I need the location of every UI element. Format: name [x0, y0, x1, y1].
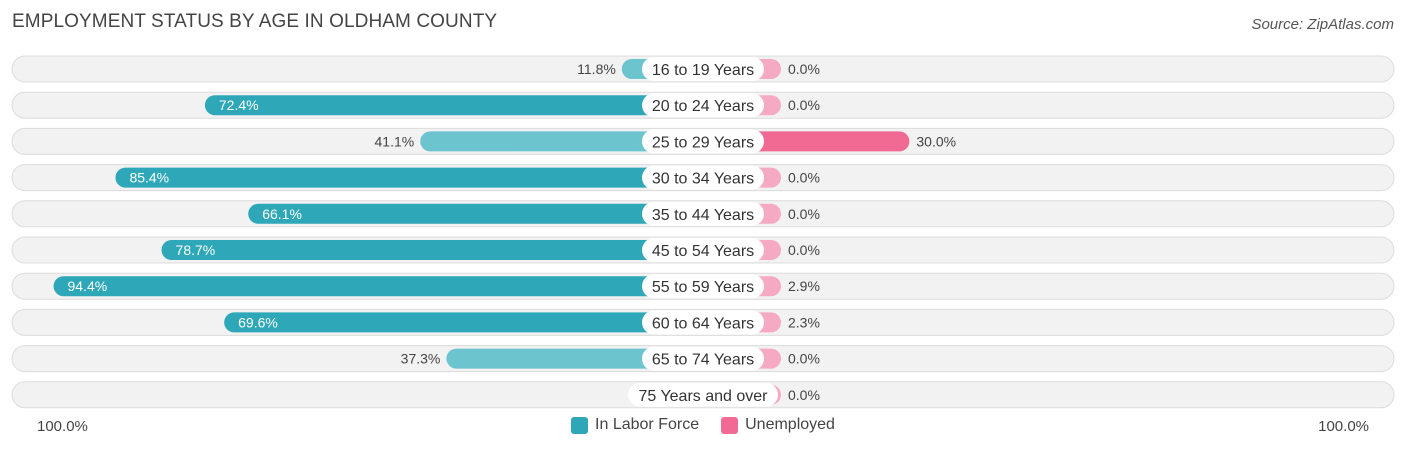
data-label-unemployed: 0.0% [788, 61, 820, 77]
data-label-unemployed: 0.0% [788, 170, 820, 186]
category-pill [642, 201, 764, 226]
bar-labor-force [248, 203, 703, 224]
bar-labor-force [161, 240, 703, 260]
data-label-labor-force: 94.4% [68, 278, 108, 294]
category-label: 45 to 54 Years [652, 243, 754, 260]
category-pill [642, 57, 764, 81]
bar-labor-force [420, 131, 703, 152]
data-label-labor-force: 11.8% [577, 61, 616, 77]
category-pill [642, 165, 764, 190]
data-label-labor-force: 69.6% [238, 314, 278, 330]
chart-title: EMPLOYMENT STATUS BY AGE IN OLDHAM COUNT… [12, 11, 498, 32]
category-pill [642, 346, 764, 371]
bar-labor-force [204, 95, 703, 116]
legend-item-unemployed[interactable]: Unemployed [721, 416, 835, 434]
data-label-unemployed: 0.0% [788, 242, 820, 258]
data-label-labor-force: 37.3% [401, 351, 441, 367]
data-label-labor-force: 41.1% [375, 133, 415, 149]
category-pill [642, 93, 764, 118]
category-label: 65 to 74 Years [652, 352, 754, 369]
category-label: 20 to 24 Years [652, 98, 754, 115]
bar-labor-force [53, 276, 703, 297]
category-label: 75 Years and over [639, 388, 769, 405]
axis-left-label: 100.0% [37, 418, 88, 435]
legend-item-labor-force[interactable]: In Labor Force [571, 416, 699, 434]
legend-label-labor-force: In Labor Force [595, 416, 700, 433]
legend: In Labor Force Unemployed [0, 416, 1406, 434]
data-label-labor-force: 72.4% [219, 97, 259, 113]
category-pill [628, 382, 778, 407]
data-label-unemployed: 30.0% [916, 133, 956, 149]
legend-swatch-labor-force [571, 416, 589, 434]
data-label-unemployed: 0.0% [788, 351, 820, 367]
axis-right-label: 100.0% [1318, 418, 1369, 435]
category-label: 55 to 59 Years [652, 279, 754, 296]
data-label-labor-force: 78.7% [176, 242, 216, 258]
data-label-labor-force: 85.4% [129, 170, 169, 186]
category-label: 30 to 34 Years [652, 171, 754, 188]
category-label: 60 to 64 Years [652, 315, 754, 332]
bar-labor-force [446, 348, 703, 369]
category-pill [642, 310, 764, 335]
category-pill [642, 274, 764, 299]
bar-labor-force [224, 312, 704, 333]
data-label-unemployed: 0.0% [788, 206, 820, 222]
source-label: Source: ZipAtlas.com [1251, 16, 1394, 33]
bar-labor-force [115, 167, 703, 188]
category-label: 35 to 44 Years [652, 207, 754, 224]
chart-canvas: 11.8% 0.0% 16 to 19 Years 72.4% 0.0% 20 to 24… [11, 55, 1395, 409]
data-label-unemployed: 0.0% [788, 97, 820, 113]
legend-swatch-unemployed [721, 416, 739, 434]
category-pill [642, 129, 764, 154]
category-pill [642, 238, 764, 262]
data-label-labor-force: 66.1% [262, 206, 302, 222]
data-label-unemployed: 0.0% [788, 387, 820, 403]
data-label-unemployed: 2.3% [788, 314, 820, 330]
category-label: 25 to 29 Years [652, 134, 754, 151]
legend-label-unemployed: Unemployed [745, 416, 835, 433]
data-label-unemployed: 2.9% [788, 278, 820, 294]
category-label: 16 to 19 Years [652, 62, 754, 79]
